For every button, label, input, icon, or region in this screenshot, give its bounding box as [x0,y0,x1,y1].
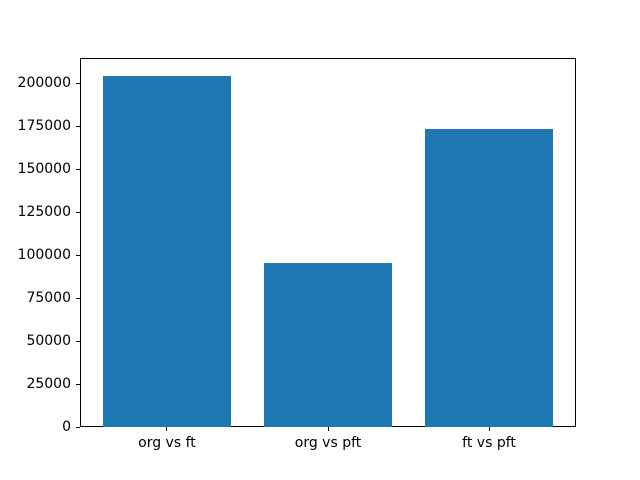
x-tick-mark [166,427,168,431]
y-tick-label: 100000 [17,247,71,264]
y-tick-mark [76,254,80,256]
y-tick-mark [76,297,80,299]
y-tick-mark [76,383,80,385]
y-tick-mark [76,125,80,127]
bar [263,263,393,427]
y-tick-mark [76,211,80,213]
y-tick-mark [76,426,80,428]
y-tick-label: 75000 [26,290,71,307]
x-tick-label: org vs pft [294,435,362,451]
y-tick-label: 125000 [17,204,71,221]
x-tick-mark [488,427,490,431]
y-tick-label: 25000 [26,376,71,393]
bar [424,129,554,427]
x-tick-mark [327,427,329,431]
x-tick-label: org vs ft [138,435,196,451]
y-tick-label: 200000 [17,75,71,92]
y-tick-mark [76,168,80,170]
y-tick-label: 150000 [17,161,71,178]
y-tick-mark [76,340,80,342]
y-tick-label: 0 [62,419,71,435]
y-tick-label: 175000 [17,118,71,135]
y-tick-mark [76,82,80,84]
bar [102,75,232,427]
y-tick-label: 50000 [26,333,71,350]
x-tick-label: ft vs pft [462,435,516,451]
